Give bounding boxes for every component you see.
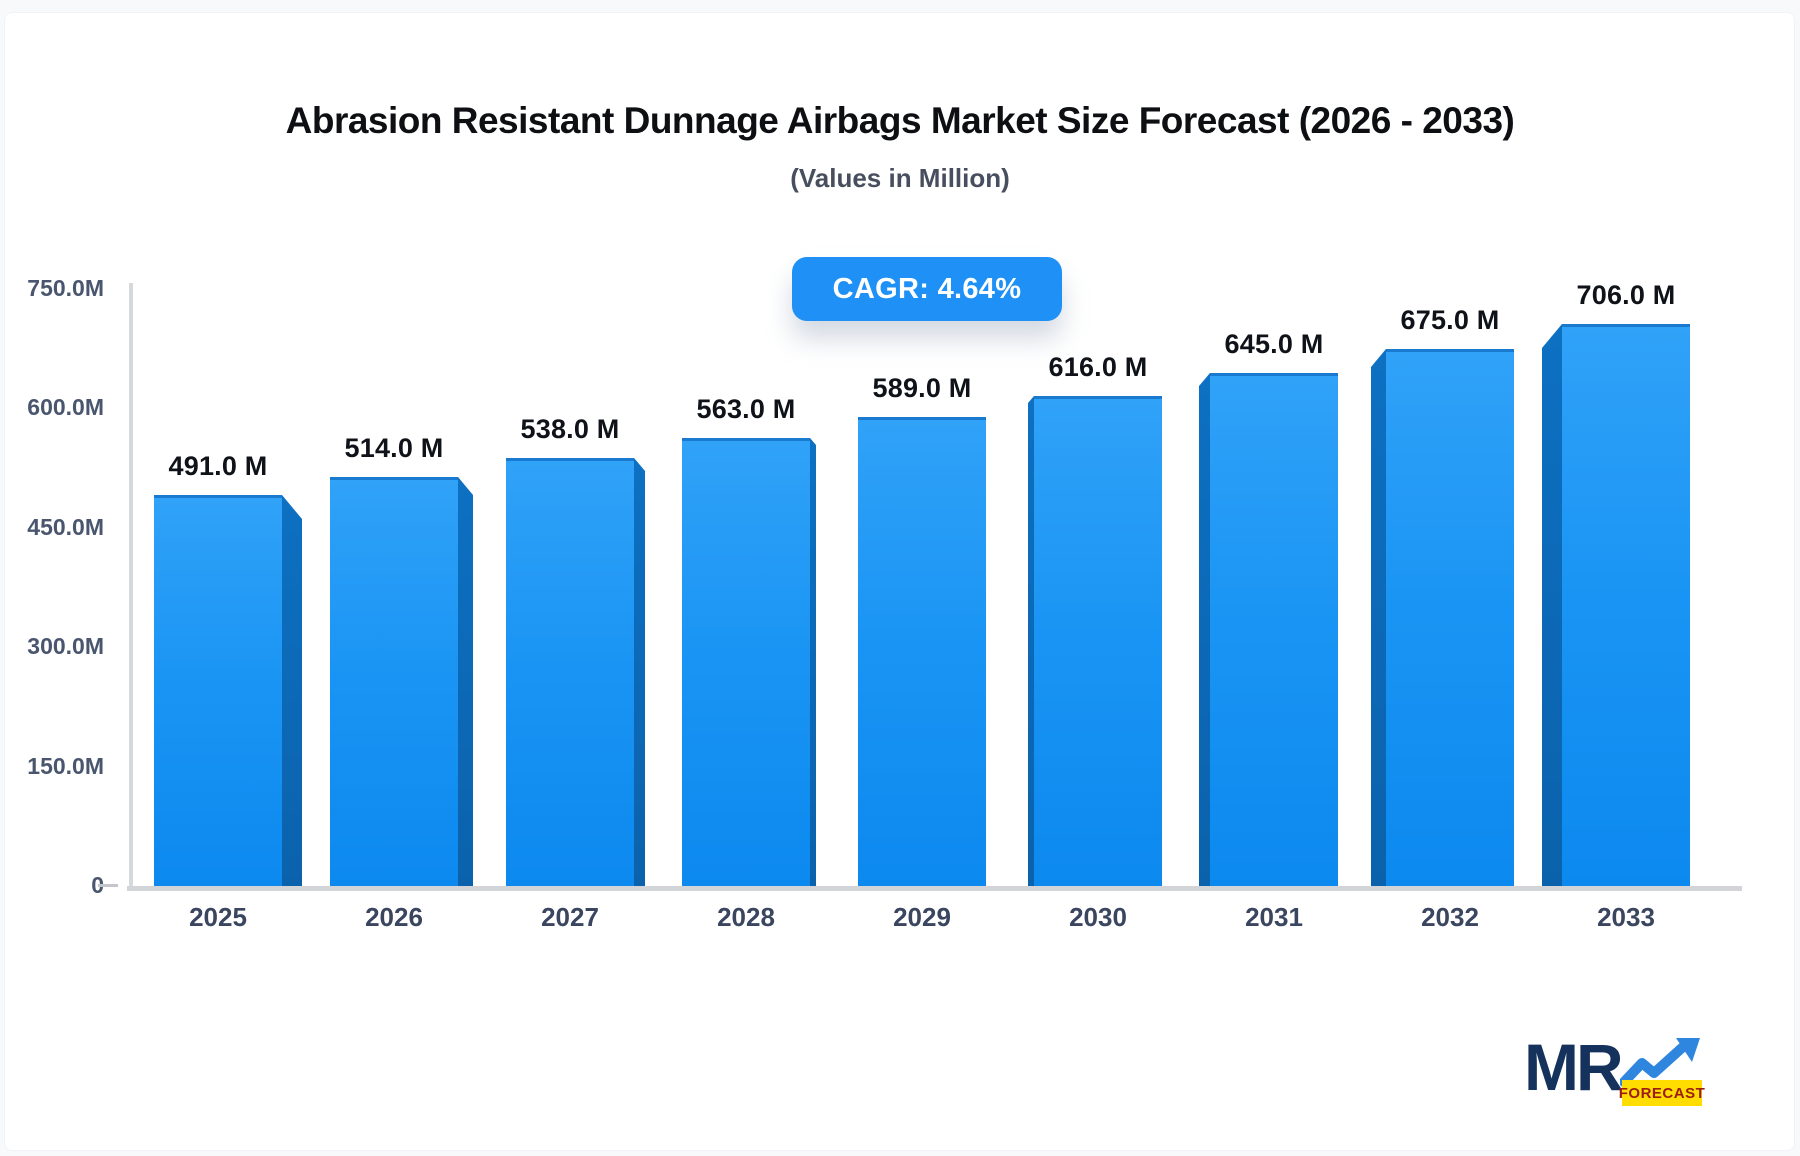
bar-2026[interactable] xyxy=(330,477,458,888)
bar-value-label-2031: 645.0 M xyxy=(1224,329,1324,359)
bar-2032[interactable] xyxy=(1386,349,1514,888)
x-axis-label-2033: 2033 xyxy=(1597,902,1655,932)
x-axis-label-2027: 2027 xyxy=(541,902,599,932)
bar-side-face-2033 xyxy=(1542,324,1562,888)
bar-value-label-2026: 514.0 M xyxy=(344,433,444,463)
bar-2029[interactable] xyxy=(858,417,986,888)
bar-value-label-2030: 616.0 M xyxy=(1048,352,1148,382)
bar-2033[interactable] xyxy=(1562,324,1690,888)
bar-value-label-2033: 706.0 M xyxy=(1576,280,1676,310)
y-axis-tick-label: 0 xyxy=(0,872,104,899)
x-axis-label-2030: 2030 xyxy=(1069,902,1127,932)
bar-side-face-2026 xyxy=(458,477,473,888)
bar-value-label-2025: 491.0 M xyxy=(168,451,268,481)
bar-side-face-2027 xyxy=(634,458,645,888)
x-axis-label-2028: 2028 xyxy=(717,902,775,932)
y-axis-tick-label: 600.0M xyxy=(27,394,104,421)
bar-side-face-2032 xyxy=(1371,349,1386,888)
y-axis-zero-tick xyxy=(98,884,118,887)
bar-side-face-2025 xyxy=(282,495,302,888)
bar-value-label-2029: 589.0 M xyxy=(872,373,972,403)
bar-value-label-2032: 675.0 M xyxy=(1400,305,1500,335)
y-axis-tick-label: 150.0M xyxy=(27,752,104,779)
bar-2025[interactable] xyxy=(154,495,282,888)
x-axis-label-2026: 2026 xyxy=(365,902,423,932)
y-axis-tick-label: 300.0M xyxy=(27,633,104,660)
bar-side-face-2030 xyxy=(1028,396,1034,888)
y-axis-tick-label: 750.0M xyxy=(27,275,104,301)
bar-2030[interactable] xyxy=(1034,396,1162,888)
trend-arrow-icon xyxy=(1620,1038,1700,1087)
x-axis-label-2032: 2032 xyxy=(1421,902,1479,932)
bar-side-face-2031 xyxy=(1199,373,1210,888)
y-axis-tick-label: 450.0M xyxy=(27,513,104,540)
cagr-badge: CAGR: 4.64% xyxy=(792,257,1062,321)
chart-title: Abrasion Resistant Dunnage Airbags Marke… xyxy=(285,100,1515,141)
chart-subtitle: (Values in Million) xyxy=(790,163,1010,193)
bar-side-face-2028 xyxy=(810,438,816,888)
bar-value-label-2027: 538.0 M xyxy=(520,414,620,444)
y-axis-line xyxy=(129,283,133,891)
x-axis-label-2029: 2029 xyxy=(893,902,951,932)
bar-2031[interactable] xyxy=(1210,373,1338,888)
logo-forecast-label: FORECAST xyxy=(1619,1080,1705,1106)
x-axis-label-2031: 2031 xyxy=(1245,902,1303,932)
x-axis-line xyxy=(127,886,1742,891)
bar-2027[interactable] xyxy=(506,458,634,888)
x-axis-label-2025: 2025 xyxy=(189,902,247,932)
bar-2028[interactable] xyxy=(682,438,810,888)
logo-mr-text: MR xyxy=(1524,1030,1624,1104)
bar-value-label-2028: 563.0 M xyxy=(696,394,796,424)
mr-forecast-logo: MR FORECAST xyxy=(1524,1030,1764,1126)
